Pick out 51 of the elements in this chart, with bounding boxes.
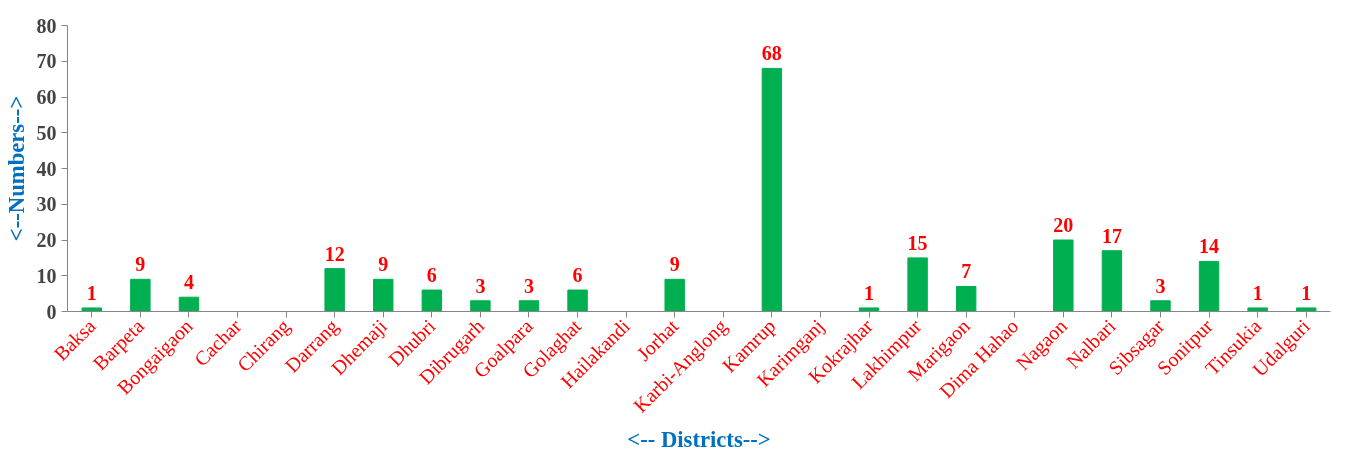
data-label: 4 (183, 271, 194, 294)
y-tick-label: 10 (36, 264, 57, 287)
data-label: 14 (1199, 235, 1220, 258)
y-tick-label: 80 (36, 14, 57, 37)
x-axis-title: <-- Districts--> (627, 427, 771, 453)
data-label: 9 (669, 253, 680, 276)
y-tick-label: 30 (36, 193, 57, 216)
y-tick-label: 70 (36, 50, 57, 73)
bar (761, 67, 783, 312)
data-label: 9 (135, 253, 146, 276)
bar (1101, 250, 1123, 312)
bar (470, 300, 491, 312)
bar (130, 278, 151, 312)
data-label: 9 (378, 253, 389, 276)
data-label: 20 (1053, 214, 1074, 236)
data-label: 3 (523, 274, 534, 297)
data-label: 1 (1252, 281, 1263, 304)
y-axis-title: <--Numbers--> (3, 95, 29, 242)
data-label: 6 (572, 264, 583, 287)
bar (1247, 307, 1268, 312)
data-label: 12 (324, 242, 345, 265)
data-label: 15 (907, 231, 928, 254)
bar (664, 278, 685, 312)
data-label: 7 (961, 260, 972, 283)
bar (567, 289, 588, 312)
bar (518, 300, 540, 312)
bar (858, 307, 880, 312)
data-label: 6 (426, 264, 437, 287)
bar (421, 289, 443, 312)
bar (955, 285, 977, 312)
y-tick-label: 20 (36, 229, 57, 251)
data-label: 3 (1155, 274, 1166, 297)
bar (1296, 307, 1317, 312)
bar (81, 307, 102, 312)
data-label: 1 (1301, 281, 1312, 304)
y-tick-label: 40 (36, 157, 57, 180)
data-label: 68 (761, 42, 782, 65)
bar (373, 278, 394, 312)
bar (1150, 300, 1171, 312)
data-label: 1 (864, 281, 875, 304)
y-tick-label: 50 (36, 121, 57, 144)
bar (1053, 239, 1074, 312)
bar (1198, 260, 1220, 312)
bar (324, 268, 345, 312)
bar (907, 257, 928, 312)
y-tick-label: 0 (46, 300, 57, 323)
y-tick-label: 60 (36, 86, 57, 108)
data-label: 3 (475, 274, 486, 297)
data-label: 1 (86, 281, 97, 304)
bar (178, 296, 200, 312)
data-label: 17 (1101, 224, 1122, 247)
